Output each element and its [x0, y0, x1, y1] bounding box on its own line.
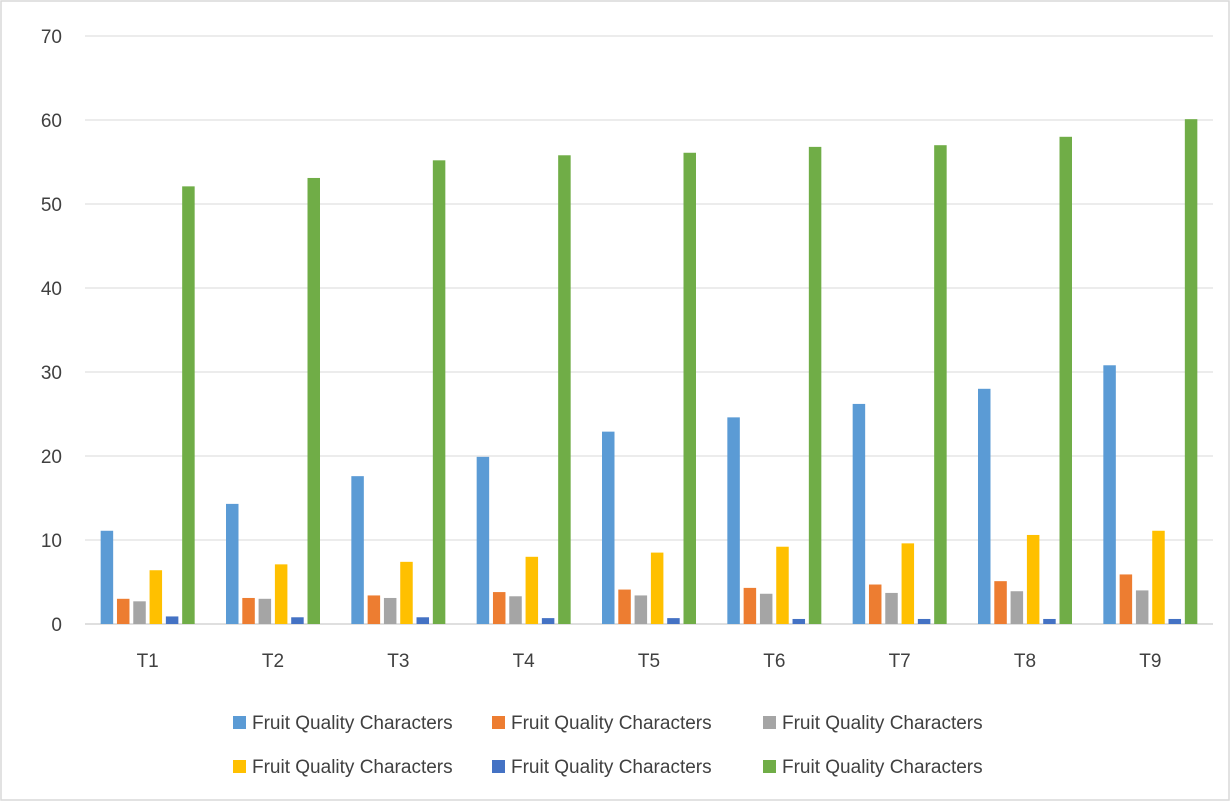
- bar: [226, 503, 239, 624]
- legend-item: Fruit Quality Characters: [492, 713, 712, 734]
- x-axis-tick-labels: T1 T2 T3 T4 T5 T6 T7 T8 T9: [137, 651, 1162, 672]
- bar: [400, 561, 413, 624]
- bar: [149, 570, 163, 624]
- bar: [1103, 365, 1116, 624]
- x-tick-label: T9: [1139, 651, 1161, 672]
- bar: [541, 618, 555, 624]
- bar: [432, 160, 446, 624]
- y-tick-label: 70: [41, 27, 62, 48]
- bar: [602, 431, 615, 624]
- bar: [525, 556, 539, 624]
- bar: [182, 186, 195, 625]
- x-tick-label: T7: [889, 651, 911, 672]
- legend-swatch: [492, 760, 505, 773]
- legend-label: Fruit Quality Characters: [782, 713, 983, 734]
- bar: [667, 618, 680, 624]
- bar: [901, 543, 915, 624]
- bar: [618, 589, 631, 624]
- x-tick-label: T1: [137, 651, 159, 672]
- bar: [759, 593, 773, 624]
- bar: [509, 596, 522, 624]
- y-tick-label: 50: [41, 195, 62, 216]
- x-tick-label: T2: [262, 651, 284, 672]
- bar: [133, 601, 146, 624]
- legend-item: Fruit Quality Characters: [763, 757, 983, 778]
- bar: [492, 592, 506, 624]
- bar: [291, 617, 304, 624]
- bar: [1135, 590, 1149, 624]
- bar: [1168, 618, 1182, 624]
- bar: [868, 584, 882, 624]
- bar: [1059, 136, 1072, 625]
- y-tick-label: 0: [51, 615, 62, 636]
- bar: [476, 456, 490, 624]
- legend-item: Fruit Quality Characters: [763, 713, 983, 734]
- bar: [383, 597, 397, 624]
- bar: [165, 616, 179, 624]
- bar: [808, 146, 822, 624]
- x-tick-label: T3: [387, 651, 409, 672]
- legend: Fruit Quality Characters Fruit Quality Ch…: [233, 713, 983, 778]
- legend-swatch: [763, 716, 776, 729]
- y-tick-label: 20: [41, 447, 62, 468]
- gridlines: [85, 35, 1213, 625]
- bar: [1043, 618, 1056, 624]
- y-tick-label: 30: [41, 363, 62, 384]
- bar: [634, 595, 648, 624]
- x-tick-label: T6: [763, 651, 785, 672]
- bar: [743, 587, 757, 624]
- y-tick-label: 60: [41, 111, 62, 132]
- x-tick-label: T4: [513, 651, 536, 672]
- bar: [307, 177, 320, 624]
- bar: [776, 546, 789, 624]
- bar: [242, 597, 255, 624]
- bar: [994, 581, 1007, 624]
- bar: [885, 592, 898, 624]
- bar: [1152, 530, 1165, 624]
- bar: [351, 476, 364, 624]
- bar: [1010, 591, 1024, 624]
- legend-swatch: [233, 716, 246, 729]
- bar: [792, 618, 806, 624]
- legend-label: Fruit Quality Characters: [252, 713, 453, 734]
- legend-item: Fruit Quality Characters: [233, 713, 453, 734]
- legend-swatch: [492, 716, 505, 729]
- y-axis-tick-labels: 0 10 20 30 40 50 60 70: [41, 27, 62, 636]
- legend-label: Fruit Quality Characters: [511, 713, 712, 734]
- legend-swatch: [763, 760, 776, 773]
- y-tick-label: 40: [41, 279, 62, 300]
- bar: [1119, 574, 1133, 624]
- legend-label: Fruit Quality Characters: [782, 757, 983, 778]
- bar: [934, 145, 947, 624]
- bar: [274, 564, 288, 624]
- legend-label: Fruit Quality Characters: [511, 757, 712, 778]
- bar: [1184, 119, 1198, 624]
- legend-item: Fruit Quality Characters: [492, 757, 712, 778]
- bar: [683, 152, 696, 624]
- bar: [116, 598, 130, 624]
- x-tick-label: T8: [1014, 651, 1036, 672]
- bar: [852, 403, 866, 624]
- bar: [558, 155, 571, 624]
- bar: [650, 552, 664, 624]
- bar: [100, 530, 114, 624]
- legend-swatch: [233, 760, 246, 773]
- bar: [416, 617, 430, 624]
- legend-item: Fruit Quality Characters: [233, 757, 453, 778]
- y-tick-label: 10: [41, 531, 62, 552]
- bar: [1026, 534, 1040, 624]
- x-tick-label: T5: [638, 651, 660, 672]
- legend-label: Fruit Quality Characters: [252, 757, 453, 778]
- bar: [978, 388, 991, 624]
- bar: [917, 618, 931, 624]
- bar: [258, 598, 272, 624]
- bar: [727, 417, 740, 624]
- bar: [367, 595, 381, 624]
- bars: [100, 119, 1198, 625]
